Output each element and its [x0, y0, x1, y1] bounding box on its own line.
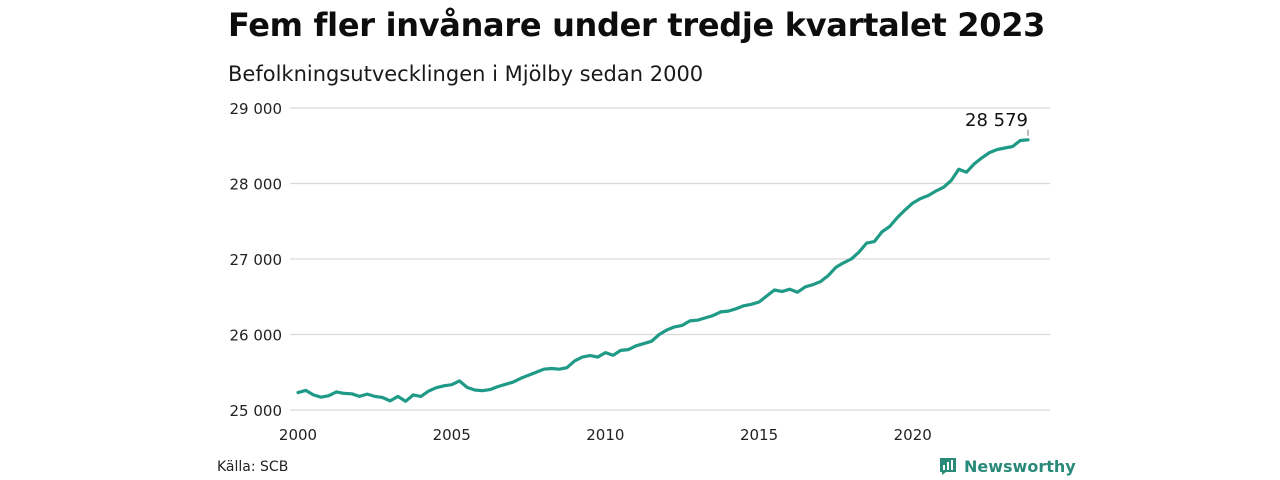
- y-tick-label: 27 000: [230, 251, 283, 269]
- series-group: [296, 138, 1030, 403]
- x-axis-tick-labels: 2000 2005 2010 2015 2020: [279, 426, 932, 444]
- x-tick-label: 2020: [894, 426, 932, 444]
- series-line: [296, 138, 1030, 403]
- newsworthy-logo-icon: [938, 456, 958, 476]
- y-axis-tick-labels: 25 000 26 000 27 000 28 000 29 000: [230, 100, 283, 420]
- chart-subtitle: Befolkningsutvecklingen i Mjölby sedan 2…: [228, 62, 704, 86]
- chart-title: Fem fler invånare under tredje kvartalet…: [228, 6, 1046, 44]
- y-tick-label: 25 000: [230, 402, 283, 420]
- source-note: Källa: SCB: [217, 459, 289, 475]
- y-tick-label: 28 000: [230, 176, 283, 194]
- y-tick-label: 26 000: [230, 327, 283, 345]
- annotation-group: 28 579: [965, 110, 1029, 136]
- x-tick-label: 2000: [279, 426, 317, 444]
- x-tick-label: 2005: [433, 426, 471, 444]
- x-tick-label: 2015: [740, 426, 778, 444]
- x-tick-label: 2010: [586, 426, 624, 444]
- brand-logo: Newsworthy: [938, 456, 1076, 476]
- brand-name: Newsworthy: [964, 456, 1076, 476]
- y-tick-label: 29 000: [230, 100, 283, 118]
- annotation-label: 28 579: [965, 110, 1028, 131]
- gridlines: [290, 107, 1050, 411]
